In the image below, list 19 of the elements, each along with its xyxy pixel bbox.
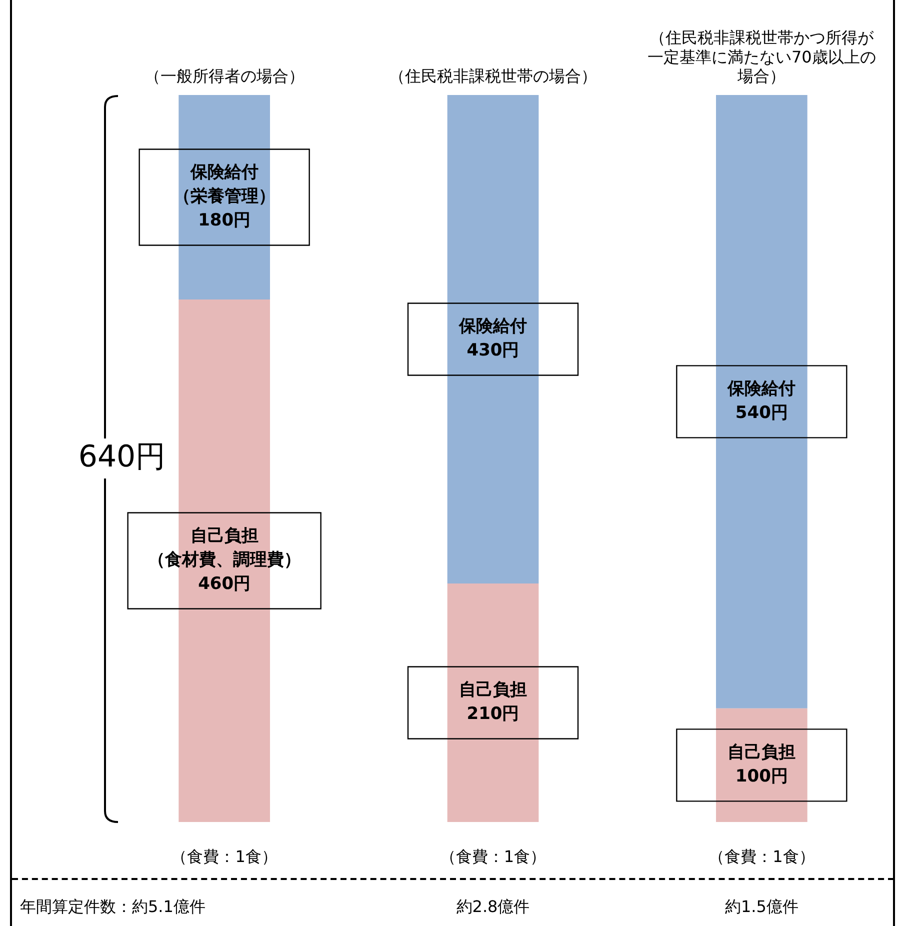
data-label: 自己負担100円 <box>728 742 796 787</box>
text: （食費：1食） <box>708 847 815 866</box>
text: （食費：1食） <box>440 847 546 866</box>
x-tick-label: （一般所得者の場合） <box>144 66 304 86</box>
text: 約2.8億件 <box>456 897 530 916</box>
data-label: 保険給付（栄養管理）180円 <box>173 162 276 231</box>
data-label: 保険給付430円 <box>458 316 527 361</box>
bar <box>447 95 539 584</box>
x-tick-label: （住民税非課税世帯の場合） <box>389 66 597 86</box>
data-label: 自己負担（食材費、調理費）460円 <box>148 526 301 594</box>
x-tick-label: （住民税非課税世帯かつ所得が一定基準に満たない70歳以上の場合） <box>647 28 876 86</box>
data-label: 自己負担210円 <box>459 680 527 724</box>
text: （食費：1食） <box>171 847 278 866</box>
data-label: 保険給付540円 <box>726 379 796 424</box>
text: 年間算定件数：約5.1億件 <box>20 897 206 916</box>
annotation: 640円 <box>78 439 166 474</box>
text: 約1.5億件 <box>724 897 798 916</box>
bar <box>447 583 539 822</box>
bar <box>716 95 808 708</box>
